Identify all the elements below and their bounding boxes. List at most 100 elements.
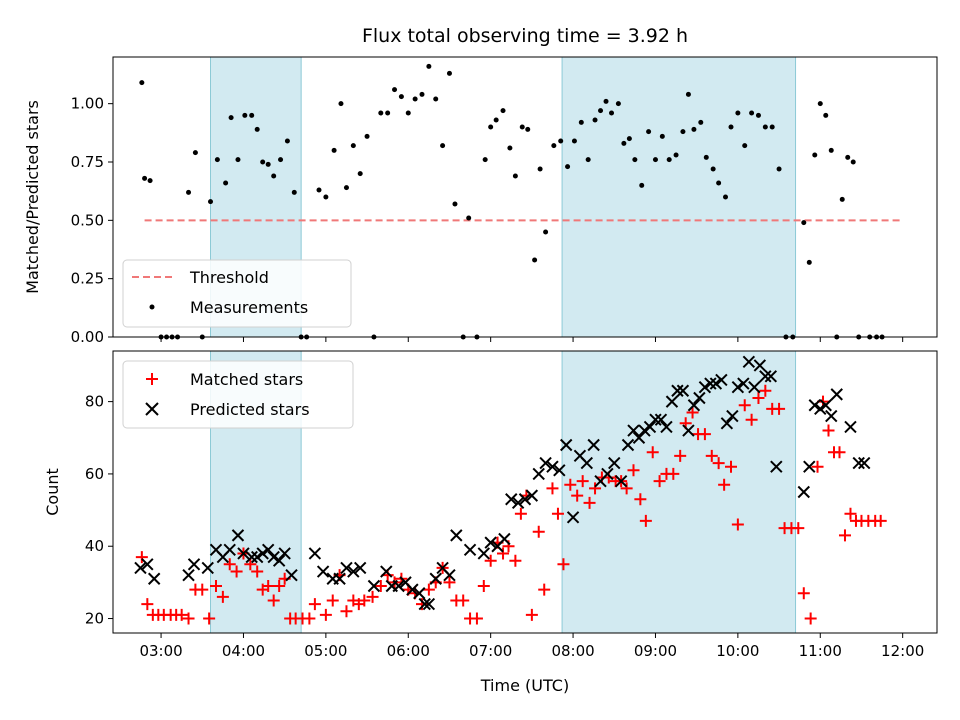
predicted-point-62 [627, 424, 640, 437]
predicted-point-52 [559, 438, 573, 452]
predicted-legend-label: Predicted stars [190, 400, 310, 419]
matched-point-104 [811, 460, 824, 473]
top-y-tick-label-4: 1.00 [71, 95, 104, 113]
predicted-point-95 [830, 388, 843, 401]
matched-point-65 [557, 558, 570, 571]
measurements-legend-label: Measurements [190, 298, 308, 317]
measurement-point-5 [169, 334, 175, 340]
matched-point-21 [267, 594, 280, 607]
measurement-point-82 [685, 91, 691, 97]
predicted-point-49 [539, 456, 552, 470]
matched-point-90 [718, 478, 731, 491]
measurement-points [139, 63, 885, 340]
measurement-point-16 [249, 112, 255, 118]
measurement-point-27 [323, 194, 329, 200]
predicted-point-91 [808, 399, 821, 412]
measurement-point-17 [254, 126, 260, 132]
predicted-point-96 [844, 420, 857, 434]
matched-point-68 [576, 475, 589, 488]
predicted-point-79 [720, 417, 734, 430]
predicted-point-29 [392, 579, 405, 593]
top-legend-box [122, 259, 352, 328]
matched-point-43 [416, 598, 428, 611]
predicted-point-23 [340, 561, 353, 575]
predicted-point-74 [693, 391, 706, 405]
matched-point-69 [583, 496, 596, 509]
measurement-point-4 [164, 334, 170, 340]
measurement-point-64 [571, 138, 577, 144]
matched-point-106 [822, 424, 835, 437]
measurement-point-24 [298, 334, 304, 340]
measurement-point-13 [228, 115, 234, 121]
matched-point-101 [792, 522, 805, 535]
matched-point-12 [210, 580, 222, 592]
measurement-point-48 [466, 215, 472, 221]
predicted-point-44 [505, 493, 518, 506]
predicted-point-64 [638, 424, 651, 437]
matched-point-27 [303, 612, 316, 625]
measurement-point-28 [331, 147, 337, 153]
measurement-point-22 [284, 138, 290, 144]
measurement-point-32 [357, 171, 363, 177]
matched-point-53 [484, 554, 497, 567]
measurement-point-7 [186, 189, 192, 195]
measurement-point-34 [371, 334, 377, 340]
matched-point-13 [216, 590, 229, 603]
measurement-point-52 [493, 117, 499, 123]
measurement-point-11 [214, 157, 220, 163]
measurement-point-23 [291, 189, 297, 195]
measurement-point-44 [440, 143, 446, 149]
predicted-point-92 [814, 402, 827, 416]
threshold-legend-label: Threshold [189, 268, 269, 287]
predicted-point-48 [532, 467, 545, 481]
x-axis-label: Time (UTC) [480, 676, 569, 695]
predicted-point-34 [422, 597, 436, 611]
measurement-point-104 [828, 147, 834, 153]
measurement-point-103 [823, 112, 829, 118]
matched-point-1 [141, 598, 154, 611]
observing-intervals-top [210, 56, 797, 338]
predicted-point-12 [250, 550, 264, 564]
matched-point-109 [838, 529, 851, 542]
matched-point-85 [686, 406, 699, 419]
measurement-point-41 [419, 91, 425, 97]
matched-point-20 [262, 580, 275, 592]
matched-point-110 [844, 507, 857, 520]
matched-point-7 [175, 608, 188, 621]
measurement-point-29 [338, 101, 344, 107]
bottom-y-tick-label-1: 40 [85, 537, 104, 555]
measurement-point-38 [398, 94, 404, 100]
predicted-point-88 [770, 460, 783, 473]
measurement-point-112 [879, 334, 885, 340]
matched-point-92 [731, 518, 744, 531]
measurement-point-90 [735, 110, 741, 116]
measurement-point-36 [385, 110, 391, 116]
measurement-point-89 [728, 124, 734, 130]
chart-title: Flux total observing time = 3.92 h [362, 25, 688, 47]
measurement-point-109 [856, 334, 862, 340]
top-y-tick-label-2: 0.50 [71, 211, 104, 229]
measurement-point-73 [626, 136, 632, 142]
measurement-point-78 [659, 133, 665, 139]
predicted-point-33 [418, 597, 431, 611]
predicted-point-8 [223, 543, 236, 557]
measurement-point-101 [812, 152, 818, 158]
matched-point-55 [497, 547, 510, 560]
top-y-tick-label-1: 0.25 [71, 270, 104, 288]
predicted-point-59 [608, 456, 621, 470]
measurement-point-63 [565, 164, 571, 170]
measurement-point-20 [271, 173, 277, 179]
top-y-axis-label: Matched/Predicted stars [23, 100, 42, 294]
predicted-point-24 [347, 565, 360, 578]
x-tick-label-9: 12:00 [881, 642, 924, 660]
measurement-point-30 [343, 185, 349, 191]
predicted-point-46 [518, 493, 532, 506]
predicted-point-5 [201, 561, 214, 575]
observing-interval-top-1 [561, 56, 797, 338]
x-tick-label-4: 07:00 [469, 642, 512, 660]
predicted-point-81 [731, 380, 745, 394]
predicted-point-25 [353, 561, 367, 575]
matched-point-93 [738, 399, 751, 412]
measurement-point-93 [755, 112, 761, 118]
